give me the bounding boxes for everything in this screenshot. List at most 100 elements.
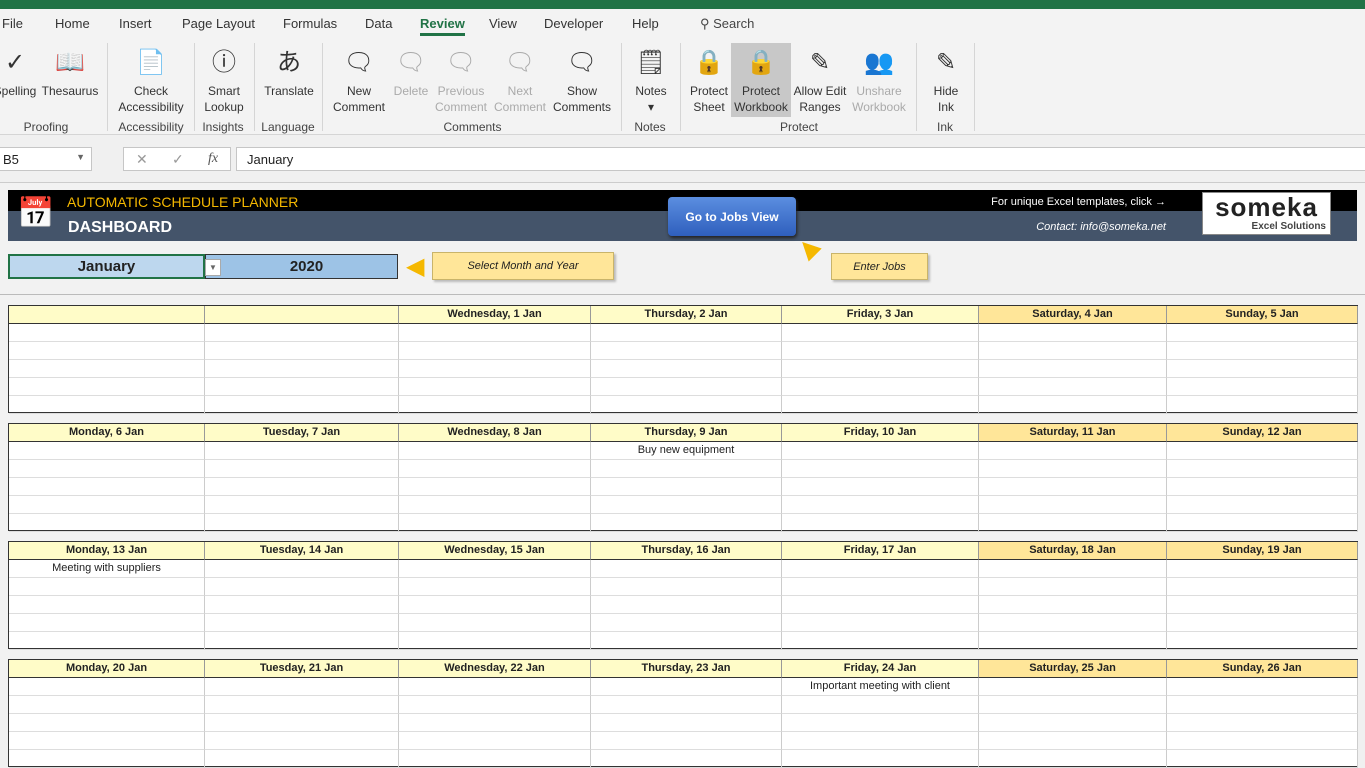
day-cell[interactable]: [591, 632, 782, 650]
day-cell[interactable]: [979, 360, 1167, 378]
day-cell[interactable]: [782, 342, 979, 360]
day-cell[interactable]: [399, 378, 591, 396]
day-cell[interactable]: [979, 596, 1167, 614]
name-box[interactable]: B5 ▼: [0, 147, 92, 171]
day-cell[interactable]: [205, 732, 399, 750]
day-cell[interactable]: [1167, 714, 1358, 732]
day-cell[interactable]: [9, 396, 205, 414]
enter-icon[interactable]: ✓: [172, 151, 184, 167]
day-cell[interactable]: [782, 696, 979, 714]
month-select[interactable]: January: [8, 254, 205, 279]
day-cell[interactable]: [9, 442, 205, 460]
day-cell[interactable]: [591, 396, 782, 414]
day-cell[interactable]: [591, 560, 782, 578]
event-entry[interactable]: Buy new equipment: [591, 442, 782, 460]
cancel-icon[interactable]: ✕: [136, 151, 148, 167]
day-cell[interactable]: [782, 478, 979, 496]
day-cell[interactable]: [205, 396, 399, 414]
day-cell[interactable]: [9, 496, 205, 514]
day-cell[interactable]: [399, 478, 591, 496]
day-cell[interactable]: [782, 578, 979, 596]
day-cell[interactable]: [1167, 560, 1358, 578]
day-cell[interactable]: [399, 514, 591, 532]
day-cell[interactable]: [979, 478, 1167, 496]
tab-page-layout[interactable]: Page Layout: [182, 16, 256, 31]
day-cell[interactable]: [1167, 632, 1358, 650]
day-cell[interactable]: [9, 514, 205, 532]
day-cell[interactable]: [205, 596, 399, 614]
day-cell[interactable]: [782, 496, 979, 514]
day-cell[interactable]: [9, 342, 205, 360]
day-cell[interactable]: [399, 360, 591, 378]
day-cell[interactable]: [399, 342, 591, 360]
day-cell[interactable]: [782, 360, 979, 378]
day-cell[interactable]: [1167, 360, 1358, 378]
button-check-accessibility[interactable]: 📄 Check Accessibility: [113, 43, 189, 117]
button-unshare-workbook[interactable]: 👥 Unshare Workbook: [849, 43, 909, 117]
day-cell[interactable]: [591, 342, 782, 360]
day-cell[interactable]: [1167, 614, 1358, 632]
day-cell[interactable]: [979, 342, 1167, 360]
day-cell[interactable]: [591, 378, 782, 396]
day-cell[interactable]: [399, 596, 591, 614]
tab-view[interactable]: View: [489, 16, 517, 31]
day-cell[interactable]: [1167, 442, 1358, 460]
button-translate[interactable]: あ Translate: [260, 43, 318, 117]
day-cell[interactable]: [9, 324, 205, 342]
day-cell[interactable]: [591, 596, 782, 614]
day-cell[interactable]: [1167, 578, 1358, 596]
tab-review[interactable]: Review: [420, 16, 465, 36]
day-cell[interactable]: [979, 560, 1167, 578]
button-protect-sheet[interactable]: 🔒 Protect Sheet: [685, 43, 733, 117]
day-cell[interactable]: [591, 614, 782, 632]
button-notes[interactable]: 🗒 Notes ▾: [630, 43, 672, 117]
day-cell[interactable]: [591, 360, 782, 378]
button-smart-lookup[interactable]: ⓘ Smart Lookup: [200, 43, 248, 117]
day-cell[interactable]: [205, 496, 399, 514]
day-cell[interactable]: [205, 324, 399, 342]
day-cell[interactable]: [979, 678, 1167, 696]
day-cell[interactable]: [399, 732, 591, 750]
tab-home[interactable]: Home: [55, 16, 90, 31]
day-cell[interactable]: [399, 632, 591, 650]
day-cell[interactable]: [399, 578, 591, 596]
day-cell[interactable]: [205, 578, 399, 596]
button-protect-workbook[interactable]: 🔒 Protect Workbook: [731, 43, 791, 117]
day-cell[interactable]: [591, 732, 782, 750]
day-cell[interactable]: [979, 514, 1167, 532]
day-cell[interactable]: [979, 696, 1167, 714]
day-cell[interactable]: [1167, 678, 1358, 696]
day-cell[interactable]: [205, 442, 399, 460]
day-cell[interactable]: [979, 378, 1167, 396]
tab-data[interactable]: Data: [365, 16, 393, 31]
day-cell[interactable]: [399, 324, 591, 342]
day-cell[interactable]: [591, 496, 782, 514]
day-cell[interactable]: [205, 750, 399, 768]
templates-link[interactable]: For unique Excel templates, click →: [991, 196, 1166, 208]
day-cell[interactable]: [205, 632, 399, 650]
search-box[interactable]: ⚲ Search: [700, 16, 755, 31]
tab-file[interactable]: File: [2, 16, 23, 31]
button-allow-edit-ranges[interactable]: ✎ Allow Edit Ranges: [791, 43, 849, 117]
day-cell[interactable]: [979, 460, 1167, 478]
day-cell[interactable]: [9, 460, 205, 478]
day-cell[interactable]: [782, 714, 979, 732]
day-cell[interactable]: [399, 696, 591, 714]
day-cell[interactable]: [205, 560, 399, 578]
button-spelling[interactable]: ✓ Spelling: [0, 43, 38, 117]
tab-formulas[interactable]: Formulas: [283, 16, 338, 31]
day-cell[interactable]: [591, 478, 782, 496]
tab-insert[interactable]: Insert: [119, 16, 152, 31]
day-cell[interactable]: [1167, 750, 1358, 768]
day-cell[interactable]: [782, 324, 979, 342]
day-cell[interactable]: [205, 460, 399, 478]
day-cell[interactable]: [205, 478, 399, 496]
day-cell[interactable]: [782, 460, 979, 478]
day-cell[interactable]: [205, 696, 399, 714]
day-cell[interactable]: [399, 442, 591, 460]
day-cell[interactable]: [1167, 460, 1358, 478]
day-cell[interactable]: [205, 614, 399, 632]
someka-logo[interactable]: someka Excel Solutions: [1202, 192, 1331, 235]
day-cell[interactable]: [9, 360, 205, 378]
day-cell[interactable]: [979, 632, 1167, 650]
